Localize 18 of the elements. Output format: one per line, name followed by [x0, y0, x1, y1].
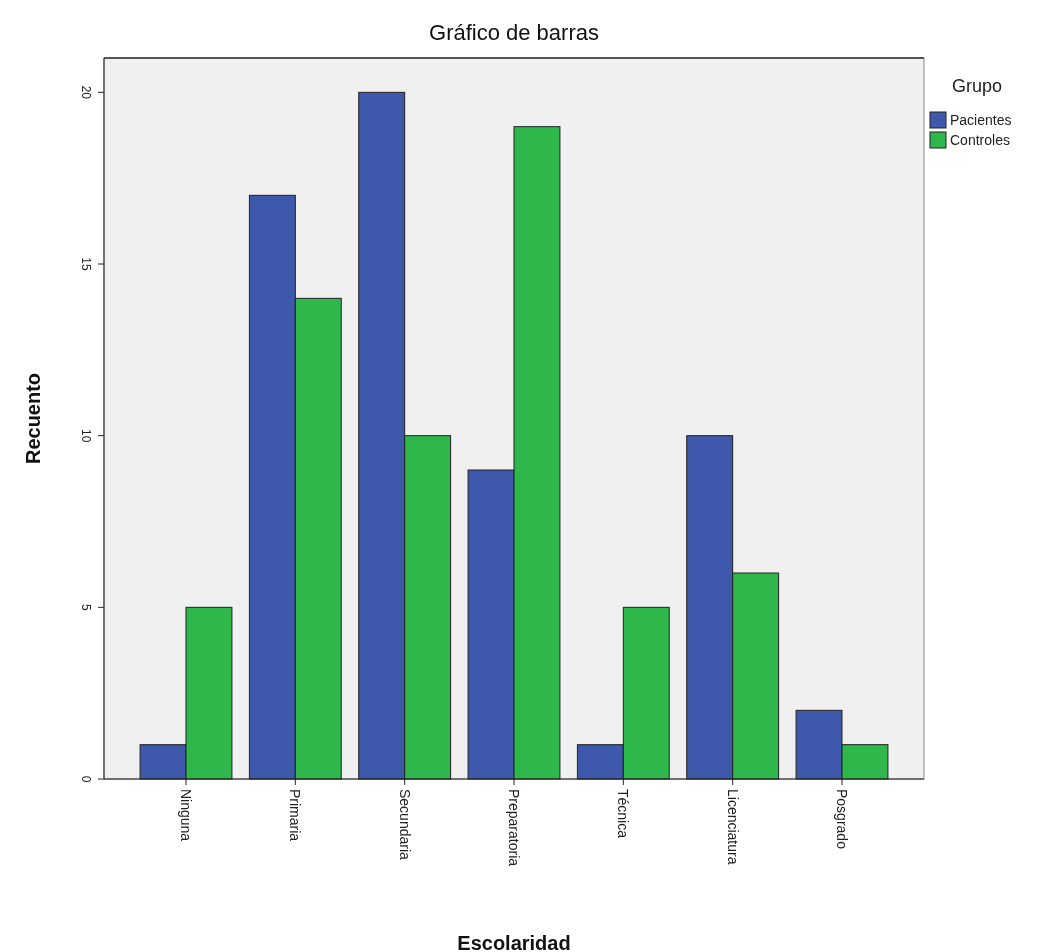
y-tick-label: 20 — [79, 85, 93, 100]
legend-label: Pacientes — [950, 112, 1012, 128]
x-tick-label: Técnica — [615, 789, 632, 839]
x-tick-label: Secundaria — [396, 789, 413, 861]
y-axis-title: Recuento — [22, 372, 44, 465]
x-tick-label: Posgrado — [834, 789, 850, 850]
y-tick-label: 5 — [79, 603, 93, 611]
x-tick-label: Ninguna — [178, 789, 194, 842]
y-tick-label: 10 — [79, 428, 93, 443]
y-tick-label: 15 — [79, 257, 93, 271]
legend-label: Controles — [950, 132, 1010, 148]
y-tick-label: 0 — [79, 775, 93, 783]
x-tick-label: Primaria — [287, 789, 304, 842]
legend-title: Grupo — [952, 76, 1003, 96]
x-tick-label: Licenciatura — [724, 789, 741, 865]
x-axis-title: Escolaridad — [457, 932, 571, 952]
x-tick-label: Preparatoria — [506, 789, 522, 867]
chart-title: Gráfico de barras — [429, 20, 599, 45]
